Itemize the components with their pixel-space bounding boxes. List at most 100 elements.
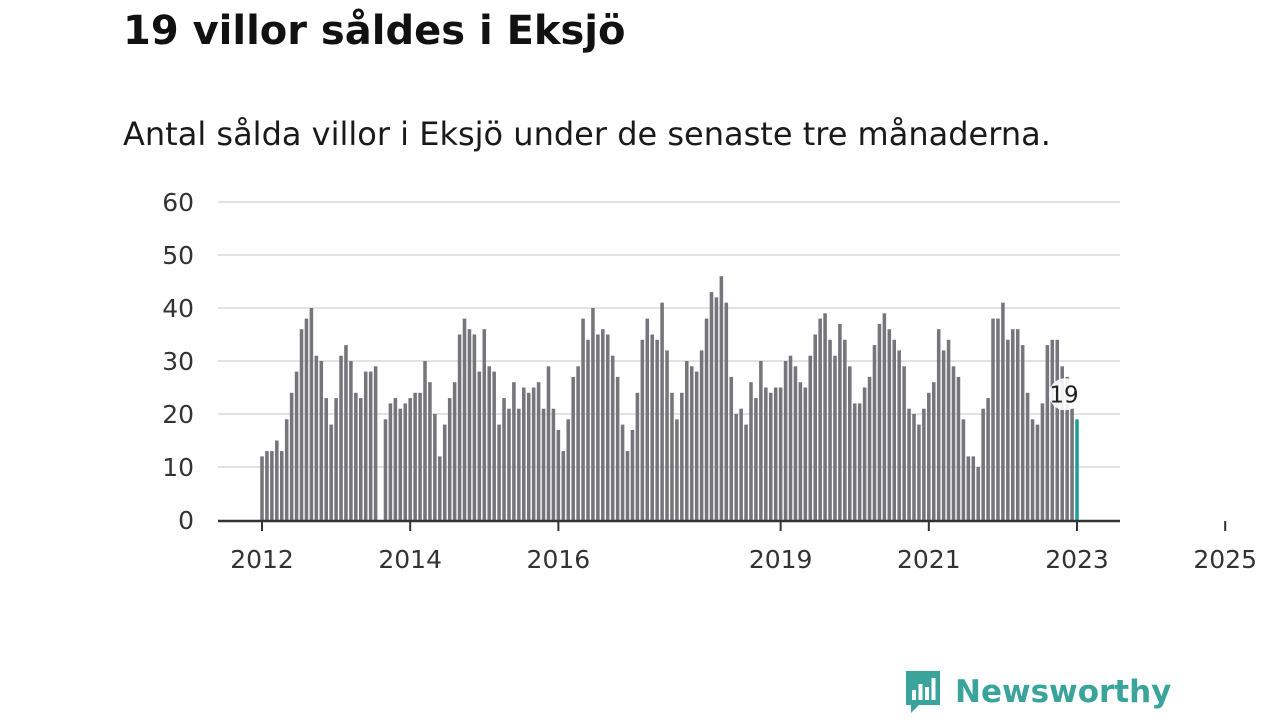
- bar: [423, 361, 427, 520]
- x-tick-label: 2012: [230, 545, 294, 574]
- bar: [848, 366, 852, 520]
- annotations: 19: [1049, 378, 1081, 411]
- bar: [279, 451, 284, 520]
- bar: [526, 392, 531, 520]
- bar: [541, 408, 546, 520]
- bar: [704, 318, 709, 520]
- bar: [581, 318, 585, 520]
- bar: [941, 350, 946, 520]
- bar: [734, 414, 738, 520]
- bar: [813, 334, 817, 520]
- bar: [601, 329, 605, 520]
- bar: [956, 376, 961, 520]
- bar: [823, 313, 827, 520]
- bar: [517, 408, 521, 520]
- bars: [260, 276, 1079, 520]
- bar: [586, 339, 590, 520]
- bar: [344, 345, 348, 520]
- bar: [536, 382, 541, 520]
- bar: [986, 398, 990, 520]
- x-tick-label: 2021: [897, 545, 961, 574]
- y-tick-label: 60: [162, 188, 194, 217]
- bar: [339, 355, 343, 520]
- bar: [373, 366, 378, 520]
- bar: [556, 429, 561, 520]
- bar: [418, 392, 422, 520]
- bar: [433, 414, 437, 520]
- bar: [798, 382, 803, 520]
- bar: [902, 366, 906, 520]
- bar: [961, 419, 966, 520]
- bar: [768, 392, 773, 520]
- gridlines: [218, 201, 1120, 468]
- bar: [897, 350, 901, 520]
- bar: [275, 440, 279, 520]
- brand-logo: Newsworthy: [903, 668, 1171, 716]
- bar: [857, 403, 862, 520]
- y-tick-label: 20: [162, 400, 194, 429]
- bar: [319, 361, 324, 520]
- bar-chart-speech-bubble-icon: [906, 671, 940, 713]
- y-tick-label: 50: [162, 241, 194, 270]
- bar: [862, 387, 867, 520]
- bar: [991, 318, 995, 520]
- bar: [1020, 345, 1025, 520]
- bar: [354, 392, 358, 520]
- bar: [551, 408, 556, 520]
- bar: [1001, 302, 1005, 520]
- bar: [625, 451, 630, 520]
- bar: [615, 376, 620, 520]
- bar: [605, 334, 610, 520]
- bar: [951, 366, 956, 520]
- bar: [329, 424, 333, 520]
- bar: [309, 308, 314, 520]
- bar: [393, 398, 398, 520]
- bar: [472, 334, 477, 520]
- bar: [398, 408, 403, 520]
- bar: [709, 292, 714, 520]
- bar-highlight: [1075, 419, 1079, 520]
- bar: [546, 366, 551, 520]
- bar: [818, 318, 822, 520]
- bar: [1006, 339, 1010, 520]
- bar: [739, 408, 743, 520]
- x-axis-labels: 2012 2014 2016 2019 2021 2023 2025: [230, 545, 1257, 574]
- x-tick-label: 2014: [378, 545, 442, 574]
- bar: [773, 387, 778, 520]
- bar: [724, 302, 729, 520]
- bar: [442, 424, 447, 520]
- bar: [699, 350, 704, 520]
- bar: [413, 392, 417, 520]
- bar: [428, 382, 432, 520]
- bar: [467, 329, 472, 520]
- bar: [566, 419, 571, 520]
- bar: [887, 329, 892, 520]
- bar: [778, 387, 783, 520]
- bar: [946, 339, 951, 520]
- bar: [996, 318, 1000, 520]
- bar: [754, 398, 758, 520]
- bar: [838, 323, 842, 520]
- bar: [314, 355, 319, 520]
- bar: [349, 361, 353, 520]
- bar: [438, 456, 442, 520]
- bar: [260, 456, 264, 520]
- bar: [650, 334, 654, 520]
- chart-subtitle: Antal sålda villor i Eksjö under de sena…: [123, 115, 1051, 153]
- bar: [610, 355, 615, 520]
- bar: [694, 371, 699, 520]
- bar: [783, 361, 788, 520]
- bar: [477, 371, 482, 520]
- bar: [452, 382, 457, 520]
- bar: [284, 419, 289, 520]
- bar: [1025, 392, 1030, 520]
- bar: [1050, 339, 1055, 520]
- bar: [892, 339, 897, 520]
- bar: [685, 361, 689, 520]
- bar: [1055, 339, 1060, 520]
- bar: [383, 419, 388, 520]
- bar: [507, 408, 511, 520]
- bar: [689, 366, 694, 520]
- bar: [299, 329, 304, 520]
